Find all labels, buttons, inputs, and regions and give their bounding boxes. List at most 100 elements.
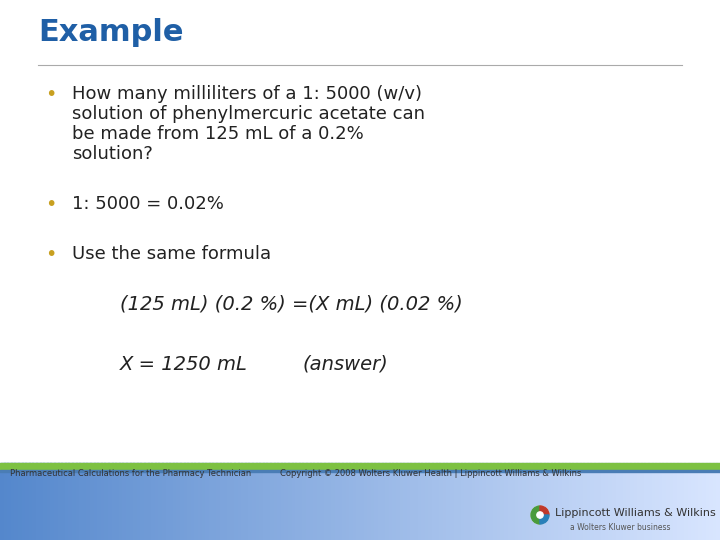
Bar xyxy=(115,463,120,540)
Bar xyxy=(421,463,426,540)
Bar xyxy=(230,463,235,540)
Bar xyxy=(432,463,436,540)
Bar xyxy=(590,463,595,540)
Bar xyxy=(245,463,249,540)
Bar xyxy=(468,463,472,540)
Bar xyxy=(180,463,184,540)
Bar xyxy=(464,463,469,540)
Text: How many milliliters of a 1: 5000 (w/v): How many milliliters of a 1: 5000 (w/v) xyxy=(72,85,422,103)
Bar xyxy=(569,463,573,540)
Bar xyxy=(234,463,238,540)
Text: 1: 5000 = 0.02%: 1: 5000 = 0.02% xyxy=(72,195,224,213)
Bar xyxy=(515,463,519,540)
Bar xyxy=(356,463,361,540)
Bar xyxy=(443,463,447,540)
Bar xyxy=(151,463,156,540)
Bar xyxy=(274,463,278,540)
Bar xyxy=(338,463,343,540)
Bar xyxy=(259,463,264,540)
Bar xyxy=(626,463,631,540)
Bar xyxy=(292,463,296,540)
Bar xyxy=(79,463,84,540)
Bar xyxy=(529,463,534,540)
Bar xyxy=(508,463,512,540)
Bar xyxy=(425,463,429,540)
Bar xyxy=(533,463,537,540)
Bar xyxy=(0,463,720,470)
Bar xyxy=(680,463,685,540)
Bar xyxy=(58,463,62,540)
Bar xyxy=(716,463,720,540)
Bar xyxy=(284,463,289,540)
Bar xyxy=(695,463,699,540)
Bar xyxy=(450,463,454,540)
Bar xyxy=(601,463,606,540)
Bar xyxy=(688,463,692,540)
Bar xyxy=(86,463,91,540)
Bar xyxy=(256,463,260,540)
Bar xyxy=(554,463,559,540)
Bar xyxy=(4,463,8,540)
Bar xyxy=(148,463,152,540)
Bar xyxy=(40,463,44,540)
Bar xyxy=(241,463,246,540)
Bar xyxy=(475,463,480,540)
Bar xyxy=(7,463,12,540)
Bar xyxy=(158,463,163,540)
Bar xyxy=(238,463,242,540)
Bar xyxy=(22,463,26,540)
Bar xyxy=(544,463,548,540)
Bar xyxy=(137,463,141,540)
Bar xyxy=(594,463,598,540)
Bar xyxy=(187,463,192,540)
Bar xyxy=(281,463,285,540)
Bar xyxy=(227,463,231,540)
Text: Example: Example xyxy=(38,18,184,47)
Wedge shape xyxy=(531,506,540,524)
Bar xyxy=(252,463,256,540)
Bar xyxy=(166,463,170,540)
Bar xyxy=(364,463,368,540)
Bar xyxy=(302,463,307,540)
Bar xyxy=(500,463,505,540)
Bar xyxy=(587,463,591,540)
Bar xyxy=(403,463,408,540)
Bar xyxy=(486,463,490,540)
Bar xyxy=(479,463,483,540)
Bar xyxy=(205,463,210,540)
Bar xyxy=(18,463,22,540)
Bar xyxy=(407,463,411,540)
Wedge shape xyxy=(540,506,549,515)
Bar xyxy=(36,463,40,540)
Bar xyxy=(605,463,609,540)
Bar xyxy=(518,463,523,540)
Text: a Wolters Kluwer business: a Wolters Kluwer business xyxy=(570,523,670,532)
Bar xyxy=(511,463,516,540)
Bar xyxy=(320,463,325,540)
Bar xyxy=(526,463,530,540)
Bar xyxy=(101,463,105,540)
Bar xyxy=(439,463,444,540)
Bar xyxy=(25,463,30,540)
Bar xyxy=(328,463,332,540)
Text: be made from 125 mL of a 0.2%: be made from 125 mL of a 0.2% xyxy=(72,125,364,143)
Bar xyxy=(598,463,602,540)
Bar xyxy=(335,463,339,540)
Bar xyxy=(436,463,440,540)
Bar xyxy=(349,463,354,540)
Bar xyxy=(346,463,350,540)
Bar xyxy=(666,463,670,540)
Bar xyxy=(43,463,48,540)
Bar xyxy=(162,463,166,540)
Bar xyxy=(410,463,415,540)
Bar xyxy=(536,463,541,540)
Bar xyxy=(184,463,188,540)
Text: solution?: solution? xyxy=(72,145,153,163)
Bar xyxy=(698,463,703,540)
Bar xyxy=(706,463,710,540)
Bar xyxy=(482,463,487,540)
Bar xyxy=(619,463,624,540)
Bar xyxy=(385,463,390,540)
Bar xyxy=(83,463,87,540)
Bar xyxy=(461,463,465,540)
